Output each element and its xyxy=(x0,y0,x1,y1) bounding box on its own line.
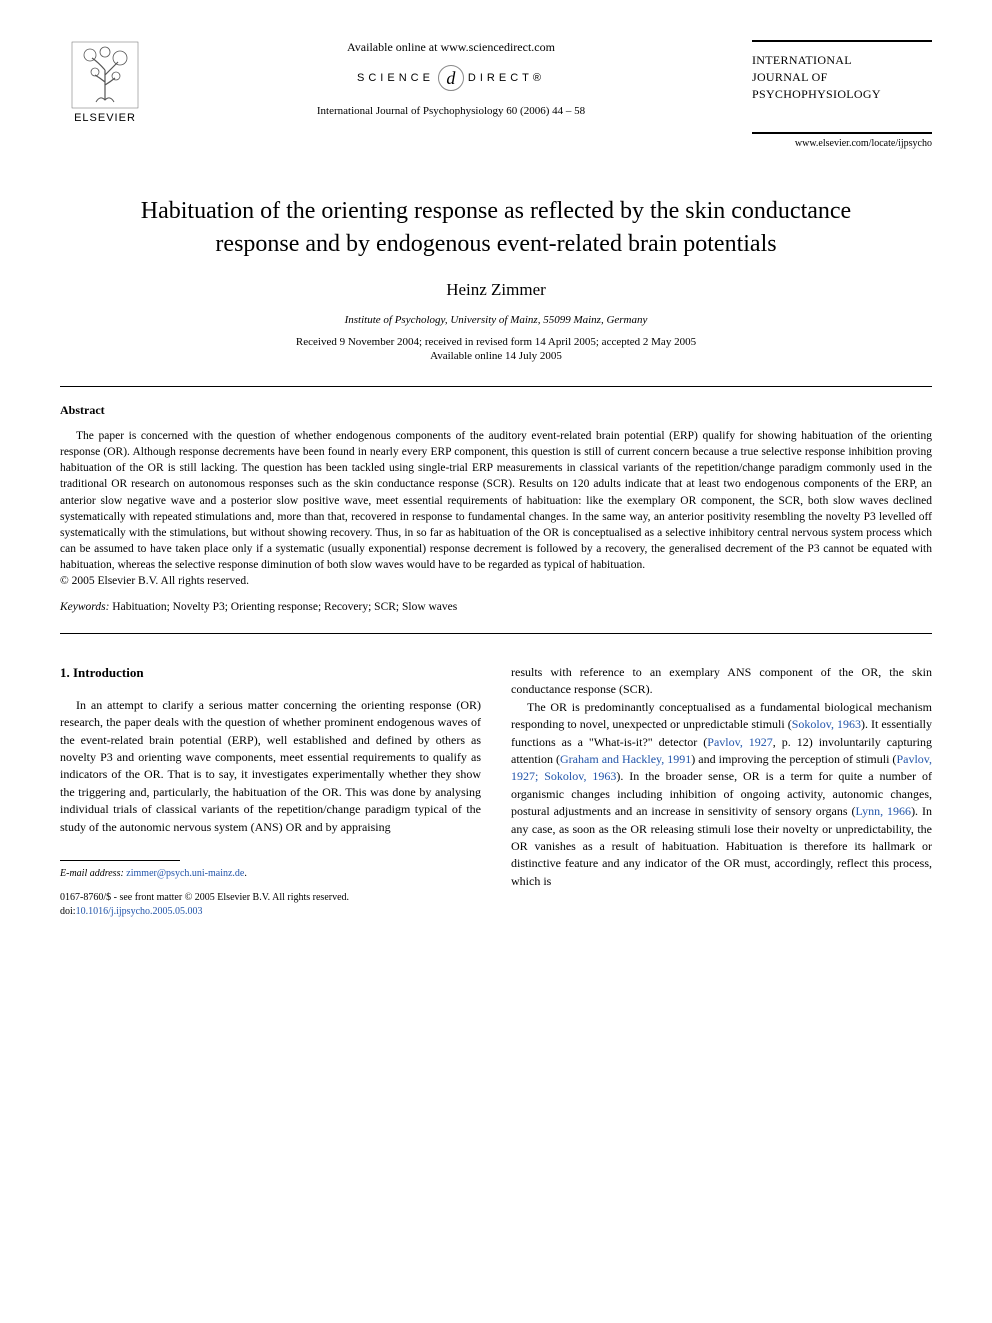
ref-pavlov-1927[interactable]: Pavlov, 1927 xyxy=(707,735,773,749)
author-email[interactable]: zimmer@psych.uni-mainz.de xyxy=(126,868,244,879)
sd-left: SCIENCE xyxy=(357,72,434,84)
footer-email-line: E-mail address: zimmer@psych.uni-mainz.d… xyxy=(60,867,481,881)
intro-p1: In an attempt to clarify a serious matte… xyxy=(60,697,481,836)
p2-d: ) and improving the perception of stimul… xyxy=(691,752,896,766)
abstract-heading: Abstract xyxy=(60,403,932,418)
left-column: 1. Introduction In an attempt to clarify… xyxy=(60,664,481,919)
ref-sokolov-1963[interactable]: Sokolov, 1963 xyxy=(792,717,861,731)
journal-name-1: INTERNATIONAL xyxy=(752,52,932,69)
footer-doi: doi:10.1016/j.ijpsycho.2005.05.003 xyxy=(60,905,481,919)
ref-graham-hackley-1991[interactable]: Graham and Hackley, 1991 xyxy=(560,752,691,766)
elsevier-name: ELSEVIER xyxy=(74,112,136,124)
elsevier-tree-icon xyxy=(70,40,140,110)
abstract-section: Abstract The paper is concerned with the… xyxy=(60,403,932,613)
journal-citation: International Journal of Psychophysiolog… xyxy=(170,105,732,117)
keywords-list: Habituation; Novelty P3; Orienting respo… xyxy=(109,601,457,613)
section-heading-intro: 1. Introduction xyxy=(60,664,481,683)
journal-url: www.elsevier.com/locate/ijpsycho xyxy=(752,138,932,149)
available-online-date: Available online 14 July 2005 xyxy=(60,350,932,362)
journal-name-2: JOURNAL OF xyxy=(752,69,932,86)
author-name: Heinz Zimmer xyxy=(60,280,932,300)
journal-box: INTERNATIONAL JOURNAL OF PSYCHOPHYSIOLOG… xyxy=(752,40,932,134)
email-label: E-mail address: xyxy=(60,868,124,879)
footer-divider xyxy=(60,860,180,861)
article-dates: Received 9 November 2004; received in re… xyxy=(60,336,932,348)
ref-lynn-1966[interactable]: Lynn, 1966 xyxy=(855,804,911,818)
body-columns: 1. Introduction In an attempt to clarify… xyxy=(60,664,932,919)
journal-header: ELSEVIER Available online at www.science… xyxy=(60,40,932,165)
keywords-label: Keywords: xyxy=(60,601,109,613)
journal-box-wrapper: INTERNATIONAL JOURNAL OF PSYCHOPHYSIOLOG… xyxy=(752,40,932,149)
sd-right: DIRECT® xyxy=(468,72,545,84)
sd-icon: d xyxy=(438,65,464,91)
footer-copyright: 0167-8760/$ - see front matter © 2005 El… xyxy=(60,891,481,905)
intro-p2: The OR is predominantly conceptualised a… xyxy=(511,699,932,890)
available-online-text: Available online at www.sciencedirect.co… xyxy=(170,40,732,55)
doi-label: doi: xyxy=(60,906,76,917)
article-title: Habituation of the orienting response as… xyxy=(100,195,892,260)
divider xyxy=(60,633,932,634)
header-center: Available online at www.sciencedirect.co… xyxy=(150,40,752,117)
right-column: results with reference to an exemplary A… xyxy=(511,664,932,919)
intro-p1-cont: results with reference to an exemplary A… xyxy=(511,664,932,699)
keywords: Keywords: Habituation; Novelty P3; Orien… xyxy=(60,601,932,613)
abstract-text: The paper is concerned with the question… xyxy=(60,428,932,573)
doi-link[interactable]: 10.1016/j.ijpsycho.2005.05.003 xyxy=(76,906,203,917)
author-affiliation: Institute of Psychology, University of M… xyxy=(60,314,932,326)
science-direct-logo: SCIENCE d DIRECT® xyxy=(357,65,545,91)
elsevier-logo: ELSEVIER xyxy=(60,40,150,124)
journal-name-3: PSYCHOPHYSIOLOGY xyxy=(752,86,932,103)
abstract-copyright: © 2005 Elsevier B.V. All rights reserved… xyxy=(60,575,932,587)
divider xyxy=(60,386,932,387)
